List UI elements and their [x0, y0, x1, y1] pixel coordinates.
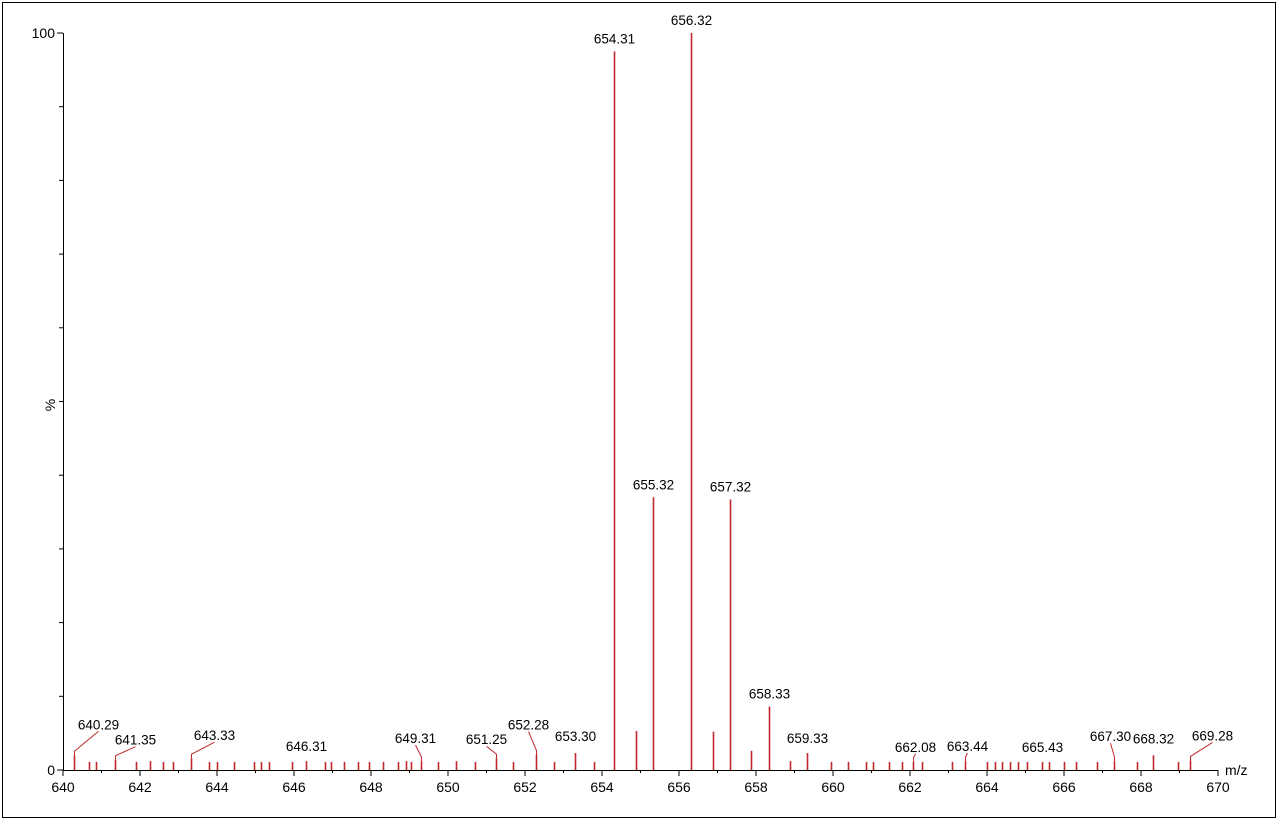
x-tick-label: 662 [898, 779, 922, 795]
peak-label: 643.33 [194, 728, 235, 743]
peak-label: 654.31 [594, 31, 635, 46]
x-tick-label: 654 [590, 779, 614, 795]
peak-label-leader [415, 744, 422, 762]
peak-label: 669.28 [1192, 728, 1233, 743]
x-axis-ticks: 640 642 644 646 648 650 652 654 656 658 660 662 664 6… [51, 770, 1230, 795]
peak-label-leader [486, 745, 497, 759]
peak-label-leader [913, 753, 916, 762]
x-tick-label: 646 [282, 779, 306, 795]
x-tick-label: 666 [1052, 779, 1076, 795]
peak-label: 663.44 [947, 739, 989, 754]
x-tick-label: 648 [359, 779, 383, 795]
peaks-layer [73, 33, 1192, 770]
x-tick-label: 660 [821, 779, 845, 795]
peak-label-leader [528, 731, 537, 755]
x-tick-label: 652 [513, 779, 537, 795]
x-tick-label: 644 [205, 779, 229, 795]
peak-label: 668.32 [1133, 731, 1174, 746]
x-tick-label: 656 [667, 779, 691, 795]
peak-label: 646.31 [286, 739, 327, 754]
x-tick-label: 668 [1129, 779, 1153, 795]
label-leaders-layer [74, 730, 1213, 762]
peak-label: 640.29 [78, 717, 119, 732]
x-tick-label: 642 [128, 779, 152, 795]
peak-label-leader [1110, 743, 1115, 762]
x-tick-label: 670 [1206, 779, 1230, 795]
peak-label: 659.33 [787, 731, 828, 746]
y-axis-ticks: 0 100 [32, 25, 63, 778]
y-tick-label: 100 [32, 25, 56, 41]
peak-label-leader [74, 730, 99, 756]
peak-label: 658.33 [749, 687, 790, 702]
peak-label-leader [965, 752, 968, 762]
peak-label: 653.30 [555, 729, 596, 744]
peak-label: 652.28 [508, 718, 549, 733]
axes-layer: 640 642 644 646 648 650 652 654 656 658 660 662 664 6… [32, 25, 1230, 795]
y-tick-label: 0 [47, 762, 55, 778]
peak-label: 662.08 [895, 740, 936, 755]
peak-label-leader [115, 746, 136, 760]
x-tick-label: 664 [975, 779, 999, 795]
x-tick-label: 650 [436, 779, 460, 795]
peak-label: 657.32 [710, 480, 751, 495]
peak-label: 667.30 [1090, 729, 1131, 744]
peak-label: 665.43 [1022, 740, 1063, 755]
x-tick-label: 640 [51, 779, 75, 795]
y-axis-title: % [42, 399, 58, 411]
peak-label: 651.25 [466, 732, 507, 747]
x-tick-label: 658 [744, 779, 768, 795]
x-axis-title: m/z [1225, 762, 1248, 778]
peak-label: 649.31 [395, 731, 436, 746]
peak-label: 656.32 [671, 13, 712, 28]
peak-label-leader [191, 741, 215, 759]
peak-label-leader [1190, 741, 1213, 761]
peak-label: 641.35 [115, 733, 156, 748]
peak-label: 655.32 [633, 477, 674, 492]
